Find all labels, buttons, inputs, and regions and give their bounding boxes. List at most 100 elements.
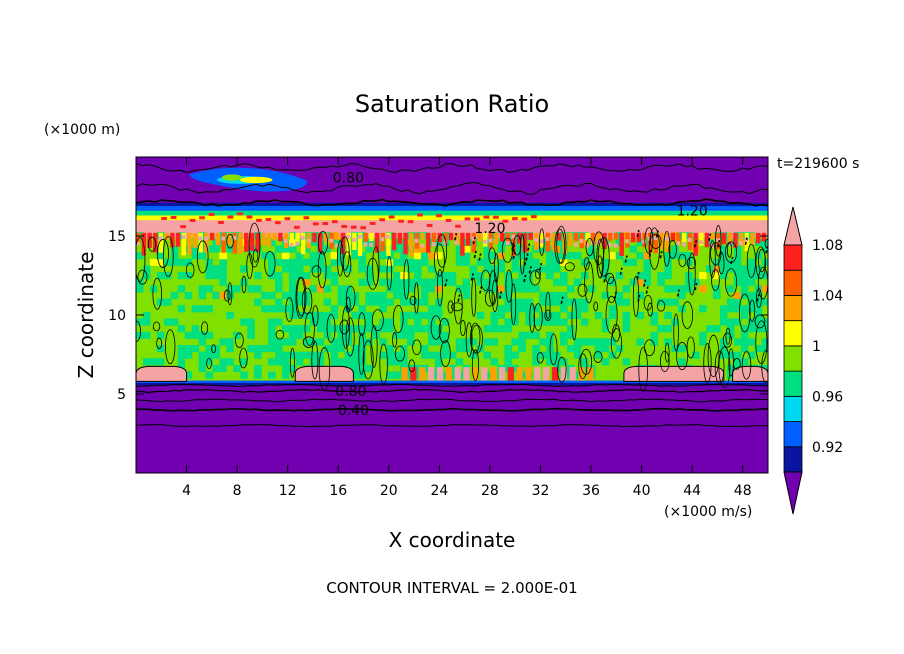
cloud-top-cell (755, 232, 761, 244)
cloud-top-cell (386, 232, 391, 256)
field-cell (330, 351, 339, 359)
cloud-top-cell (158, 236, 163, 241)
field-cell (657, 325, 665, 333)
contour-line (136, 424, 768, 428)
field-cell (330, 305, 339, 313)
field-cell (462, 252, 471, 260)
field-cell (316, 318, 325, 326)
field-cell (386, 265, 394, 273)
field-cell (400, 298, 408, 306)
field-cell (212, 364, 220, 373)
contour-cell (544, 309, 552, 322)
field-cell (268, 265, 276, 273)
field-cell (386, 351, 394, 359)
contour-cell (688, 252, 696, 296)
contour-cell (647, 302, 653, 317)
field-cell (351, 325, 359, 333)
contour-dash (613, 291, 617, 299)
contour-cell (585, 237, 594, 257)
cloud-top-cell (215, 232, 221, 246)
field-cell (414, 318, 422, 326)
field-cell (295, 252, 304, 260)
field-cell (427, 305, 436, 313)
field-cell (184, 351, 193, 359)
contour-cell (317, 231, 328, 255)
field-cell (212, 245, 220, 253)
cloud-top-cell (181, 232, 186, 256)
field-cell (240, 371, 248, 379)
field-cell (268, 331, 276, 339)
cloud-top-cell (448, 232, 454, 241)
field-cell (643, 238, 651, 246)
field-cell (657, 272, 665, 280)
colorbar-label: 0.92 (812, 440, 843, 456)
field-cell (177, 272, 186, 280)
x-tick-label: 48 (734, 483, 752, 499)
contour-line (136, 162, 768, 174)
field-cell (233, 285, 241, 293)
field-cell (594, 311, 603, 319)
cloud-top-cell (664, 232, 670, 252)
field-cell (476, 258, 485, 266)
contour-dash (744, 237, 748, 245)
field-cell (427, 331, 436, 339)
contour-dash (624, 255, 628, 263)
field-cell (553, 318, 561, 326)
field-cell (372, 291, 380, 300)
field-cell (288, 245, 297, 253)
field-cell (421, 325, 429, 333)
field-cell (733, 258, 742, 266)
contour-cell (345, 296, 351, 313)
field-cell (462, 278, 471, 286)
cloud-top-cell (545, 237, 550, 242)
field-cell (504, 305, 512, 313)
contour-cell (529, 302, 536, 333)
field-cell (302, 325, 311, 333)
contour-cell (318, 347, 331, 391)
field-cell (414, 258, 422, 266)
field-cell (365, 238, 373, 246)
field-cell (511, 338, 519, 346)
field-cell (518, 278, 526, 286)
contour-cell (447, 300, 454, 314)
field-cell (532, 351, 540, 359)
cloud-top-cell (255, 232, 260, 252)
field-cell (504, 351, 512, 359)
field-cell (344, 358, 353, 366)
field-cell (184, 291, 193, 300)
colorbar-swatch (783, 244, 803, 271)
field-cell (587, 252, 596, 260)
field-cell (177, 325, 186, 333)
field-cell (358, 371, 366, 379)
base-lens-cell (472, 367, 479, 381)
field-cell (344, 265, 353, 273)
field-cell (365, 298, 373, 306)
cloud-top-cell (323, 232, 329, 242)
field-cell (414, 325, 422, 333)
x-tick-label: 40 (633, 483, 651, 499)
field-cell (316, 252, 325, 260)
field-cell (615, 238, 624, 246)
field-cell (719, 311, 728, 319)
cloud-top-cell (414, 238, 419, 243)
contour-dash (457, 294, 461, 302)
field-cell (323, 298, 332, 306)
cloud-top-cell (699, 240, 703, 245)
field-cell (685, 252, 693, 260)
field-cell (254, 285, 262, 293)
field-cell (309, 285, 318, 293)
upper-red-cell (436, 214, 442, 218)
field-cell (414, 272, 422, 280)
contour-cell (681, 301, 694, 329)
field-cell (476, 345, 485, 353)
cloud-top-cell (482, 239, 487, 244)
upper-red-cell (369, 221, 376, 225)
field-cell (198, 291, 207, 300)
base-lens-cell (525, 367, 532, 381)
field-cell (281, 364, 290, 373)
cloud-top-cell (181, 235, 186, 240)
contour-cell (301, 287, 313, 315)
field-cell (761, 272, 768, 280)
field-cell (601, 318, 610, 326)
field-cell (733, 252, 742, 260)
